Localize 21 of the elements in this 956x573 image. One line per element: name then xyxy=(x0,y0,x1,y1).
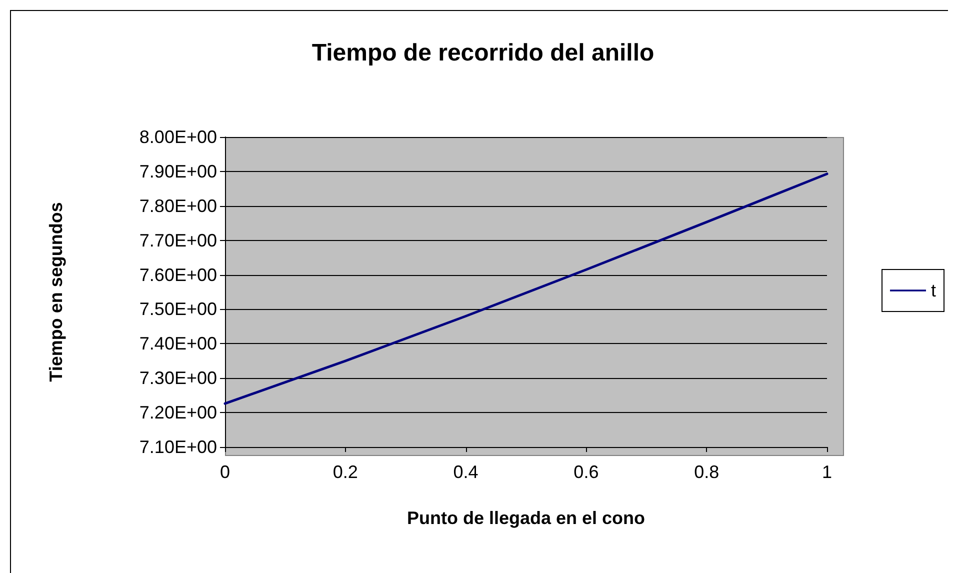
y-tick-label: 7.30E+00 xyxy=(139,368,217,388)
x-tick-label: 0.4 xyxy=(453,462,478,482)
x-tick-label: 0.6 xyxy=(574,462,599,482)
x-axis-title: Punto de llegada en el cono xyxy=(406,508,646,528)
y-tick-label: 7.40E+00 xyxy=(139,334,217,354)
x-tick-label: 1 xyxy=(822,462,832,482)
y-tick-label: 7.80E+00 xyxy=(139,196,217,216)
y-tick-label: 8.00E+00 xyxy=(139,127,217,147)
line-series xyxy=(224,172,828,405)
x-tick-label: 0.8 xyxy=(694,462,720,482)
legend-label: t xyxy=(931,280,936,300)
x-tick-label: 0.2 xyxy=(332,462,358,482)
y-tick-label: 7.90E+00 xyxy=(139,161,217,182)
y-tick-label: 7.20E+00 xyxy=(139,402,217,423)
y-tick-label: 7.10E+00 xyxy=(139,437,217,457)
chart-title: Tiempo de recorrido del anillo xyxy=(312,40,654,66)
x-tick-label: 0 xyxy=(220,462,230,482)
y-axis-title: Tiempo en segundos xyxy=(46,202,66,382)
y-tick-label: 7.50E+00 xyxy=(139,299,217,320)
y-tick-label: 7.60E+00 xyxy=(139,264,217,285)
y-tick-label: 7.70E+00 xyxy=(139,230,217,250)
